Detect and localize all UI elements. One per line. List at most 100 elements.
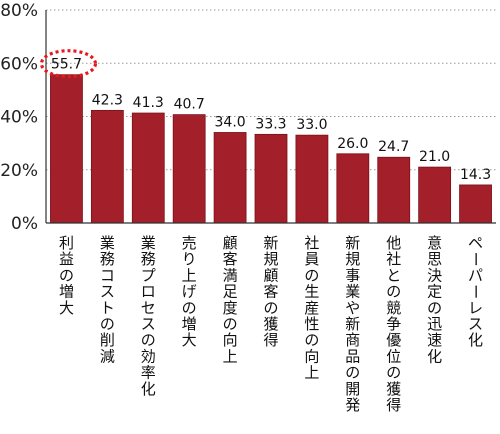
category-label-char: 足 xyxy=(223,283,238,301)
category-label-char: 得 xyxy=(386,396,401,414)
category-label-char: 向 xyxy=(304,347,319,365)
category-label-char: 得 xyxy=(263,331,278,349)
y-tick-label: 80% xyxy=(0,1,38,21)
bar xyxy=(418,166,452,224)
category-label-char: 決 xyxy=(427,266,442,284)
category-label-char: ペ xyxy=(468,234,483,252)
category-label-char: 度 xyxy=(223,299,238,317)
category-label-char: プ xyxy=(141,266,156,284)
bar-value-label: 21.0 xyxy=(419,149,450,165)
category-label-char: ス xyxy=(100,283,115,301)
category-label-char: 務 xyxy=(141,250,156,268)
category-label-char: 他 xyxy=(386,234,401,252)
category-label-char: 上 xyxy=(182,266,197,284)
category-label-char: 大 xyxy=(182,331,197,349)
category-label-char: 効 xyxy=(141,347,156,365)
y-axis-ticks: 0% 20% 40% 60% 80% xyxy=(0,1,38,234)
category-label-char: の xyxy=(100,315,115,333)
category-labels: 利益の増大業務コストの削減業務プロセスの効率化売り上げの増大顧客満足度の向上新規… xyxy=(59,234,485,414)
category-label-char: 事 xyxy=(345,266,360,284)
bar xyxy=(131,112,165,224)
bar-value-label: 33.0 xyxy=(296,117,327,133)
category-label-char: 新 xyxy=(263,234,278,252)
bar xyxy=(213,132,247,224)
highlight-ellipse xyxy=(39,49,98,79)
bar xyxy=(459,184,492,224)
category-label-char: り xyxy=(182,250,197,268)
bar-value-label: 42.3 xyxy=(92,92,123,108)
value-labels: 55.7 42.3 41.3 40.7 34.0 33.3 33.0 26.0 24.7 21.0… xyxy=(51,57,491,183)
category-label-char: 減 xyxy=(100,347,115,365)
category-label-char: 迅 xyxy=(427,315,442,333)
category-label-char: 顧 xyxy=(223,234,238,252)
category-label-char: 性 xyxy=(304,315,319,333)
category-label-char: 大 xyxy=(59,299,74,317)
category-label-char: ー xyxy=(467,252,485,267)
y-tick-label: 60% xyxy=(0,54,38,74)
category-label-char: 向 xyxy=(223,331,238,349)
category-label-char: レ xyxy=(468,299,483,317)
category-label-char: の xyxy=(141,331,156,349)
category-label-char: の xyxy=(182,299,197,317)
category-label-char: 業 xyxy=(100,234,115,252)
y-tick-label: 20% xyxy=(0,161,38,181)
category-label-char: 益 xyxy=(59,250,74,268)
bar xyxy=(90,109,124,224)
category-label-char: 獲 xyxy=(386,380,401,398)
bar-value-label: 24.7 xyxy=(378,139,409,155)
category-label-char: 定 xyxy=(427,283,442,301)
category-label-char: 産 xyxy=(304,299,319,317)
category-label-char: 務 xyxy=(100,250,115,268)
category-label-char: の xyxy=(345,364,360,382)
bar-value-label: 41.3 xyxy=(133,95,164,111)
category-label-char: 獲 xyxy=(263,315,278,333)
category-label-char: 規 xyxy=(345,250,360,268)
category-label-char: の xyxy=(304,331,319,349)
bar xyxy=(295,134,329,224)
category-label-char: 思 xyxy=(427,250,442,268)
category-label-char: 削 xyxy=(100,331,115,349)
category-label-char: 利 xyxy=(59,234,74,252)
category-label-char: 品 xyxy=(345,347,360,365)
category-label-char: 速 xyxy=(427,331,442,349)
category-label-char: の xyxy=(427,299,442,317)
category-label-char: 増 xyxy=(182,315,197,333)
y-tick-label: 0% xyxy=(11,214,38,234)
category-label-char: 優 xyxy=(386,331,401,349)
category-label-char: コ xyxy=(100,266,115,284)
bar-value-label: 40.7 xyxy=(174,97,205,113)
category-label-char: 商 xyxy=(345,331,360,349)
category-label-char: の xyxy=(223,315,238,333)
category-label-char: 化 xyxy=(427,347,442,365)
category-label-char: 上 xyxy=(223,347,238,365)
bar-value-label: 33.3 xyxy=(255,116,286,132)
category-label-char: 満 xyxy=(223,266,238,284)
category-label-char: 率 xyxy=(141,364,156,382)
bar-value-label: 26.0 xyxy=(337,136,368,152)
category-label-char: ー xyxy=(467,284,485,299)
category-label-char: 客 xyxy=(223,250,238,268)
category-label-char: 業 xyxy=(345,283,360,301)
bar-value-label: 34.0 xyxy=(215,114,246,130)
category-label-char: ス xyxy=(468,315,483,333)
category-label-char: の xyxy=(263,299,278,317)
category-label-char: 位 xyxy=(386,347,401,365)
y-tick-label: 40% xyxy=(0,108,38,128)
category-label-char: ス xyxy=(141,315,156,333)
bar xyxy=(377,156,411,224)
category-label-char: 上 xyxy=(304,364,319,382)
category-label-char: 化 xyxy=(468,331,483,349)
bar-value-label: 55.7 xyxy=(51,57,82,73)
category-label-char: 客 xyxy=(263,283,278,301)
